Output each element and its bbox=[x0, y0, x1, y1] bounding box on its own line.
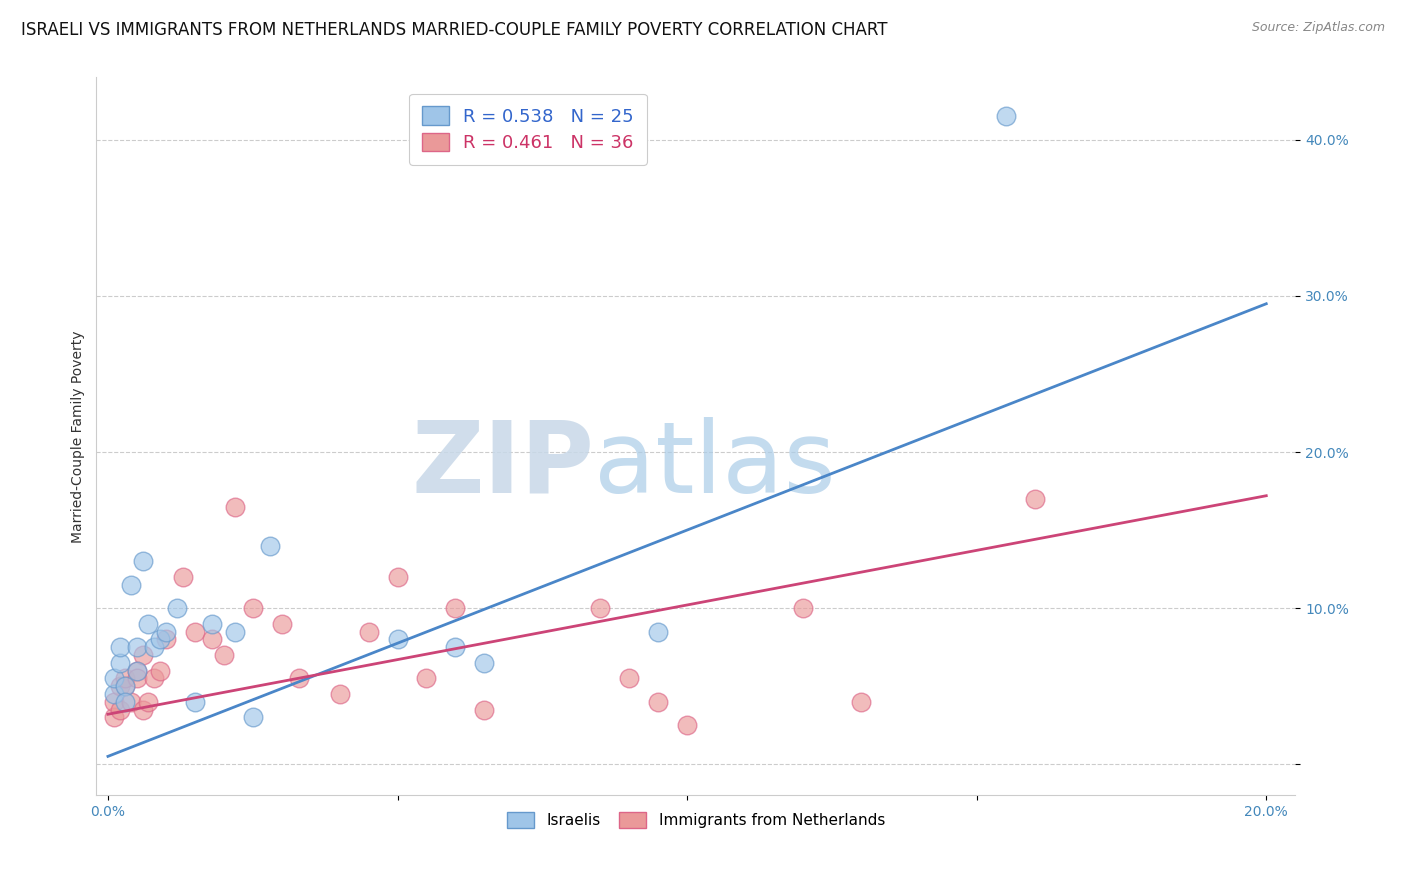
Point bbox=[149, 632, 172, 647]
Point bbox=[172, 570, 194, 584]
Point bbox=[676, 718, 699, 732]
Point bbox=[201, 632, 224, 647]
Point bbox=[108, 640, 131, 654]
Point bbox=[259, 539, 281, 553]
Point bbox=[166, 601, 188, 615]
Point bbox=[149, 664, 172, 678]
Point bbox=[131, 702, 153, 716]
Point bbox=[589, 601, 612, 615]
Text: ISRAELI VS IMMIGRANTS FROM NETHERLANDS MARRIED-COUPLE FAMILY POVERTY CORRELATION: ISRAELI VS IMMIGRANTS FROM NETHERLANDS M… bbox=[21, 21, 887, 39]
Point bbox=[138, 695, 160, 709]
Point bbox=[155, 632, 177, 647]
Point bbox=[155, 624, 177, 639]
Legend: Israelis, Immigrants from Netherlands: Israelis, Immigrants from Netherlands bbox=[501, 806, 891, 834]
Point bbox=[125, 664, 148, 678]
Point bbox=[387, 632, 409, 647]
Point bbox=[647, 624, 669, 639]
Point bbox=[849, 695, 872, 709]
Point bbox=[242, 710, 264, 724]
Point bbox=[114, 671, 136, 685]
Point bbox=[474, 702, 496, 716]
Point bbox=[357, 624, 380, 639]
Point bbox=[242, 601, 264, 615]
Point bbox=[125, 640, 148, 654]
Point bbox=[131, 648, 153, 662]
Point bbox=[120, 695, 142, 709]
Point bbox=[125, 671, 148, 685]
Point bbox=[617, 671, 640, 685]
Point bbox=[114, 679, 136, 693]
Point bbox=[108, 656, 131, 670]
Text: ZIP: ZIP bbox=[411, 417, 593, 514]
Text: Source: ZipAtlas.com: Source: ZipAtlas.com bbox=[1251, 21, 1385, 35]
Point bbox=[184, 624, 207, 639]
Point bbox=[647, 695, 669, 709]
Point bbox=[184, 695, 207, 709]
Point bbox=[994, 110, 1017, 124]
Text: atlas: atlas bbox=[593, 417, 835, 514]
Point bbox=[143, 640, 166, 654]
Point bbox=[212, 648, 235, 662]
Point bbox=[415, 671, 437, 685]
Y-axis label: Married-Couple Family Poverty: Married-Couple Family Poverty bbox=[72, 330, 86, 542]
Point bbox=[444, 640, 467, 654]
Point bbox=[103, 710, 125, 724]
Point bbox=[201, 616, 224, 631]
Point bbox=[444, 601, 467, 615]
Point bbox=[108, 679, 131, 693]
Point bbox=[792, 601, 814, 615]
Point bbox=[103, 695, 125, 709]
Point bbox=[143, 671, 166, 685]
Point bbox=[474, 656, 496, 670]
Point bbox=[125, 664, 148, 678]
Point bbox=[114, 695, 136, 709]
Point bbox=[103, 671, 125, 685]
Point bbox=[138, 616, 160, 631]
Point bbox=[224, 500, 246, 514]
Point bbox=[114, 679, 136, 693]
Point bbox=[288, 671, 311, 685]
Point bbox=[270, 616, 292, 631]
Point bbox=[131, 554, 153, 568]
Point bbox=[103, 687, 125, 701]
Point bbox=[108, 702, 131, 716]
Point bbox=[387, 570, 409, 584]
Point bbox=[120, 577, 142, 591]
Point bbox=[329, 687, 352, 701]
Point bbox=[224, 624, 246, 639]
Point bbox=[1024, 491, 1046, 506]
